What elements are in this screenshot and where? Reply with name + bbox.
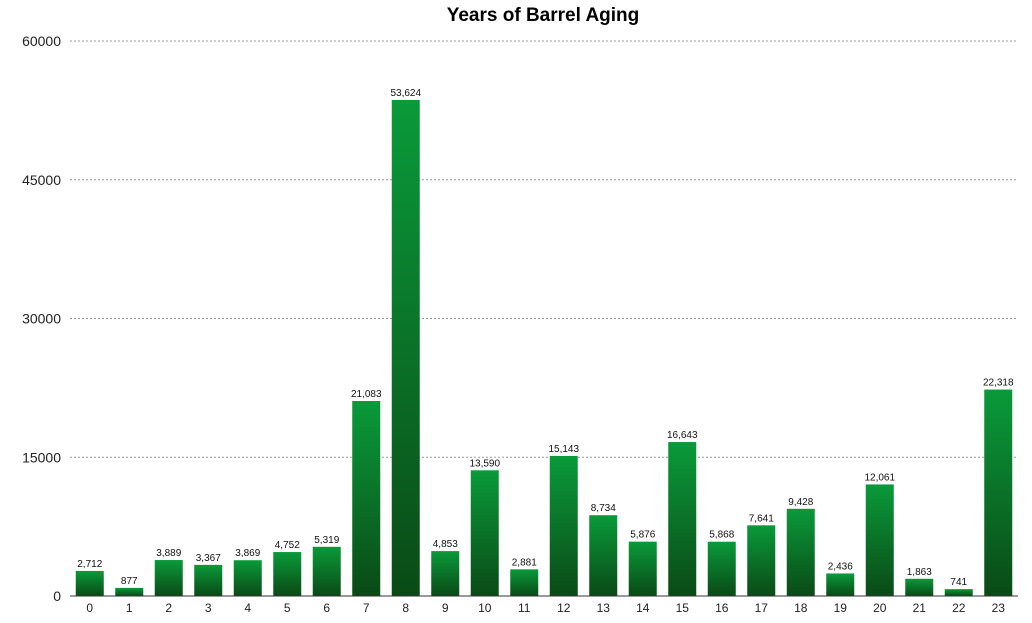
bar-value-label: 4,752 — [275, 540, 300, 551]
bar — [628, 541, 657, 596]
y-tick-label: 60000 — [22, 33, 61, 49]
bar-value-label: 5,876 — [630, 530, 655, 541]
x-tick-label: 4 — [244, 601, 251, 615]
bar — [826, 573, 855, 596]
x-tick-label: 10 — [478, 601, 492, 615]
x-tick-label: 20 — [873, 601, 887, 615]
bar-value-label: 3,889 — [156, 548, 181, 559]
bar-value-label: 877 — [121, 576, 138, 587]
bar-value-label: 9,428 — [788, 497, 813, 508]
x-tick-label: 16 — [715, 601, 729, 615]
bar-value-label: 5,319 — [314, 535, 339, 546]
x-tick-label: 13 — [597, 601, 611, 615]
x-tick-label: 8 — [402, 601, 409, 615]
bar — [312, 546, 341, 596]
bar-value-label: 1,863 — [907, 567, 932, 578]
bar-value-label: 3,869 — [235, 548, 260, 559]
x-tick-label: 7 — [363, 601, 370, 615]
bar-value-label: 21,083 — [351, 389, 382, 400]
bar-value-label: 2,712 — [77, 559, 102, 570]
bar-value-label: 741 — [950, 577, 967, 588]
x-tick-label: 22 — [952, 601, 966, 615]
y-tick-label: 30000 — [22, 311, 61, 327]
x-tick-label: 15 — [676, 601, 690, 615]
bar — [549, 455, 578, 596]
bar — [905, 578, 934, 596]
y-tick-label: 45000 — [22, 172, 61, 188]
x-tick-label: 5 — [284, 601, 291, 615]
bar — [115, 587, 144, 596]
x-tick-label: 18 — [794, 601, 808, 615]
x-tick-label: 21 — [913, 601, 927, 615]
bar — [431, 551, 460, 596]
bar-value-label: 15,143 — [548, 444, 579, 455]
bar-value-label: 4,853 — [433, 539, 458, 550]
x-tick-label: 11 — [518, 601, 531, 615]
bar — [668, 442, 697, 596]
chart-title: Years of Barrel Aging — [447, 5, 640, 26]
y-axis-tick-labels: 0 15000 30000 45000 60000 — [22, 33, 61, 604]
bar — [984, 389, 1013, 596]
bar-value-label: 13,590 — [469, 458, 500, 469]
x-tick-label: 3 — [205, 601, 212, 615]
bar — [75, 570, 104, 596]
x-tick-label: 9 — [442, 601, 449, 615]
bar — [786, 508, 815, 596]
bar — [352, 400, 381, 596]
x-tick-label: 2 — [165, 601, 172, 615]
bar — [510, 569, 539, 596]
bar-value-label: 2,436 — [828, 561, 853, 572]
x-tick-label: 0 — [86, 601, 93, 615]
x-tick-label: 14 — [636, 601, 650, 615]
bar-value-label: 12,061 — [864, 472, 895, 483]
bars — [75, 99, 1013, 596]
data-labels: 2,712 877 3,889 3,367 3,869 4,752 5,319 21,083 5… — [77, 88, 1014, 588]
bar — [707, 541, 736, 596]
bar-value-label: 16,643 — [667, 430, 698, 441]
x-tick-label: 1 — [126, 601, 133, 615]
bar — [154, 560, 183, 596]
bar — [944, 589, 973, 596]
bar — [865, 484, 894, 596]
bar-value-label: 2,881 — [512, 557, 537, 568]
x-tick-label: 6 — [323, 601, 330, 615]
bar-value-label: 7,641 — [749, 513, 774, 524]
bar-value-label: 8,734 — [591, 503, 616, 514]
bar-value-label: 3,367 — [196, 553, 221, 564]
bar — [391, 99, 420, 596]
x-tick-label: 17 — [755, 601, 769, 615]
bar — [194, 564, 223, 596]
y-tick-label: 15000 — [22, 449, 61, 465]
bar-value-label: 5,868 — [709, 530, 734, 541]
y-tick-label: 0 — [53, 588, 61, 604]
x-tick-label: 23 — [992, 601, 1006, 615]
bar — [470, 470, 499, 596]
x-tick-label: 19 — [834, 601, 848, 615]
x-axis-tick-labels: 0 1 2 3 4 5 6 7 8 9 10 11 12 13 14 15 16 17 18 19 20 21 22 23 — [86, 601, 1005, 615]
bar — [747, 525, 776, 596]
x-tick-label: 12 — [557, 601, 571, 615]
bar-value-label: 22,318 — [983, 378, 1014, 389]
bar — [589, 515, 618, 596]
bar-value-label: 53,624 — [390, 88, 421, 99]
gridlines — [70, 40, 1018, 458]
bar — [233, 560, 262, 596]
bar — [273, 552, 302, 596]
